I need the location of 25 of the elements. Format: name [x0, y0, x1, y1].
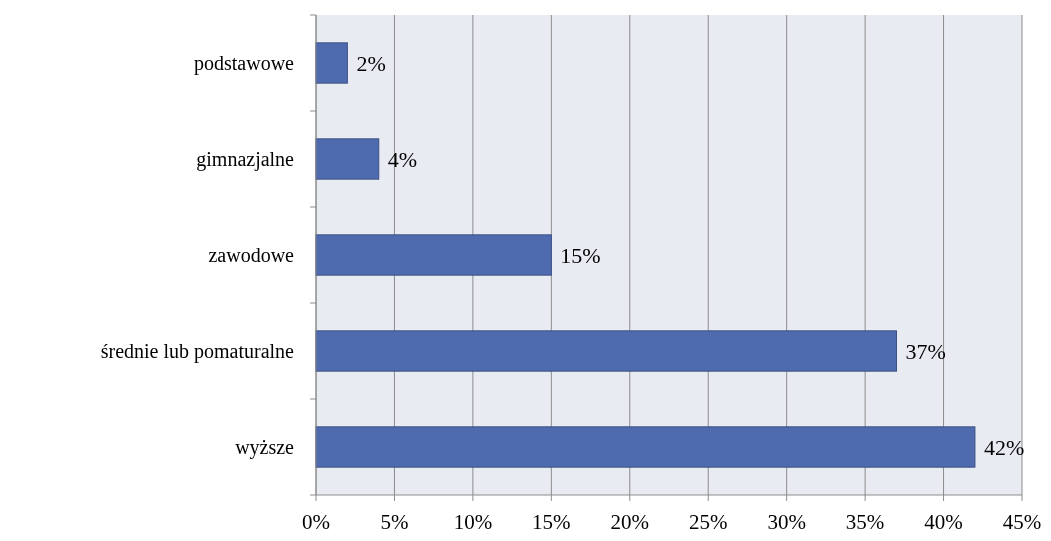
bar: [315, 138, 380, 180]
y-tick-label: podstawowe: [194, 52, 295, 75]
x-tick-label: 15%: [532, 510, 571, 534]
x-tick-label: 5%: [380, 510, 409, 534]
x-tick-label: 10%: [453, 510, 493, 534]
y-tick-label: średnie lub pomaturalne: [100, 340, 295, 363]
x-tick-label: 20%: [610, 510, 650, 534]
y-tick-label: gimnazjalne: [196, 148, 295, 171]
data-label: 42%: [983, 435, 1025, 460]
data-label: 4%: [387, 147, 418, 172]
bar: [315, 330, 897, 372]
data-label: 37%: [905, 339, 946, 364]
bar: [315, 426, 976, 468]
x-tick-label: 35%: [845, 510, 885, 534]
bar: [315, 234, 552, 276]
bar: [315, 42, 348, 84]
data-label: 15%: [560, 243, 601, 268]
y-tick-label: zawodowe: [208, 244, 295, 266]
x-tick-label: 0%: [302, 510, 330, 534]
x-tick-label: 25%: [688, 510, 728, 534]
x-tick-label: 45%: [1002, 510, 1042, 534]
y-tick-label: wyższe: [235, 436, 295, 459]
x-tick-label: 30%: [767, 510, 806, 534]
x-tick-label: 40%: [924, 510, 963, 534]
data-label: 2%: [356, 51, 386, 76]
